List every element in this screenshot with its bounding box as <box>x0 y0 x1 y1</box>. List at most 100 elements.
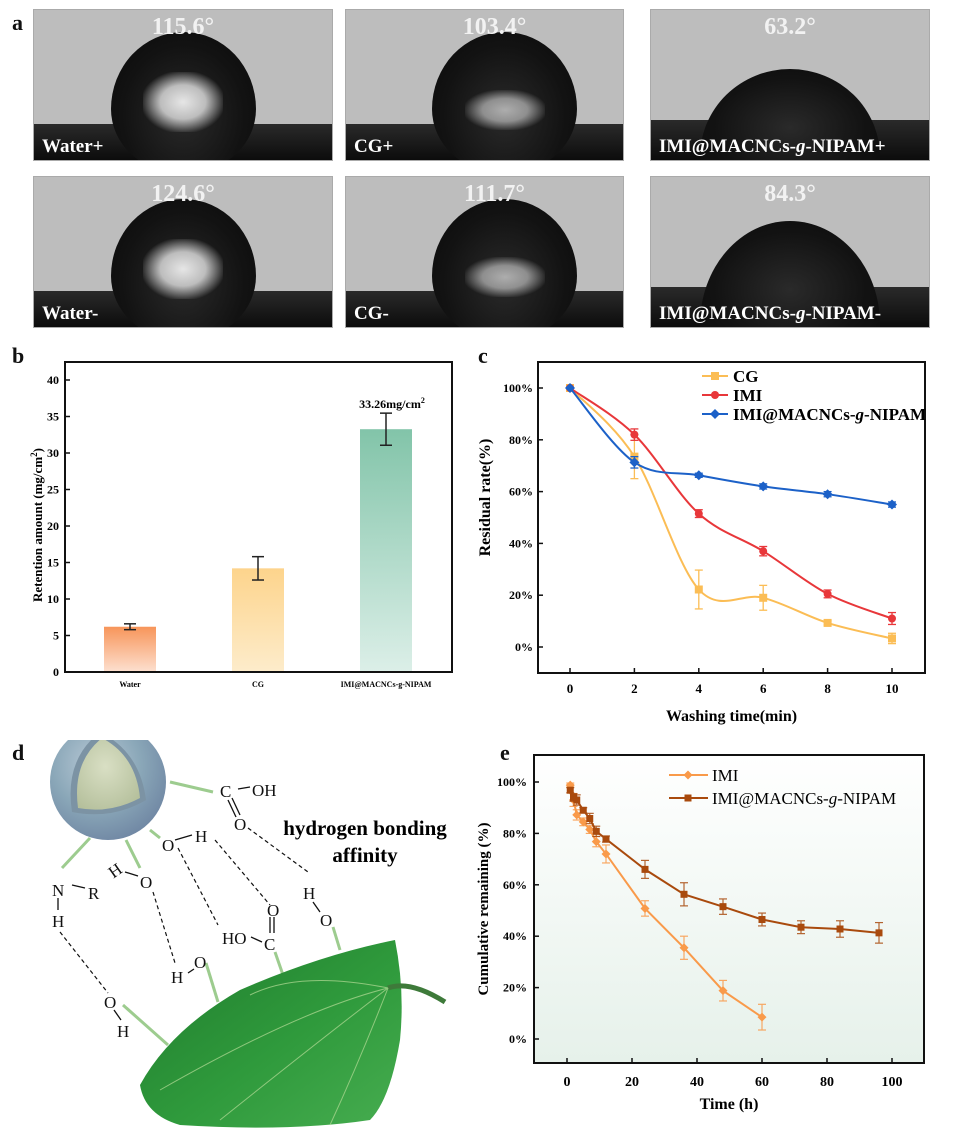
chemical-groups: C OH O O H N R H H O O C HO H O H O O H <box>52 781 332 1041</box>
x-tick-label: 20 <box>625 1075 639 1090</box>
data-point <box>719 903 727 911</box>
bar-imimacncsgnipam <box>360 429 412 672</box>
contact-angle-photo: 84.3° IMI@MACNCs-g-NIPAM- <box>650 176 930 328</box>
chem-c-top: C <box>220 782 231 801</box>
data-point <box>573 796 581 804</box>
y-tick-label: 5 <box>53 629 59 643</box>
series-imimacncsgnipam <box>566 786 883 944</box>
x-tick-label: 40 <box>690 1075 704 1090</box>
y-tick-label: 80% <box>503 826 527 840</box>
x-tick-label: 4 <box>696 681 703 696</box>
data-point <box>711 372 719 380</box>
data-point <box>757 1012 767 1022</box>
data-point <box>578 817 588 827</box>
panel-b-letter: b <box>12 343 25 368</box>
contact-angle-photo: 124.6° Water- <box>33 176 333 328</box>
chem-ho-carbonyl: HO <box>222 929 247 948</box>
droplet-reflection <box>464 90 545 130</box>
bar-cg <box>232 568 284 672</box>
contact-angle-value: 111.7° <box>464 181 525 207</box>
contact-angle-value: 103.4° <box>462 14 527 40</box>
chem-h-mid: H <box>195 827 207 846</box>
data-point <box>602 835 610 843</box>
x-tick-label: 6 <box>760 681 767 696</box>
leaf-image <box>140 940 447 1128</box>
data-point <box>710 409 720 419</box>
series-imi <box>565 780 767 1031</box>
y-tick-label: 40% <box>509 536 533 550</box>
chem-r: R <box>88 884 100 903</box>
y-tick-label: 15 <box>47 556 59 570</box>
x-tick-label: 8 <box>824 681 831 696</box>
x-tick-label: Water <box>119 680 141 689</box>
contact-angle-photo: 115.6° Water+ <box>33 9 333 161</box>
chem-o-leaf: O <box>194 953 206 972</box>
data-point <box>823 589 832 598</box>
data-point <box>888 634 896 643</box>
legend-item: IMI <box>669 766 739 785</box>
y-tick-label: 40 <box>47 373 59 387</box>
panel-a-letter: a <box>12 10 23 35</box>
y-tick-label: 60% <box>503 878 527 892</box>
nanoparticle-sphere <box>50 740 166 840</box>
y-tick-label: 80% <box>509 433 533 447</box>
y-tick-label: 0% <box>515 640 533 654</box>
data-point <box>888 614 896 623</box>
bond-lines <box>60 780 342 1047</box>
data-point <box>591 837 601 847</box>
data-point <box>758 915 766 923</box>
chem-h-n: H <box>52 912 64 931</box>
bar-value-annotation: 33.26mg/cm2 <box>359 396 425 411</box>
chem-h-bottom: H <box>117 1022 129 1041</box>
error-bar <box>380 412 392 447</box>
data-point <box>758 481 769 492</box>
data-point <box>566 786 574 794</box>
data-point <box>630 430 639 439</box>
y-tick-label: 20% <box>503 981 527 995</box>
y-tick-label: 10 <box>47 592 59 606</box>
x-axis-label: Time (h) <box>700 1096 759 1113</box>
chem-n: N <box>52 881 64 900</box>
contact-angle-value: 115.6° <box>151 14 215 40</box>
legend-item: IMI@MACNCs-g-NIPAM <box>702 405 926 424</box>
x-axis-label: Washing time(min) <box>666 708 797 725</box>
data-point <box>694 585 703 594</box>
data-point <box>875 929 883 937</box>
chem-o-oh: O <box>140 873 152 892</box>
droplet-reflection <box>143 72 223 132</box>
contact-angle-photo: 63.2° IMI@MACNCs-g-NIPAM+ <box>650 9 930 161</box>
sample-label: Water+ <box>42 136 104 157</box>
data-point <box>629 457 640 468</box>
hydrogen-bond-dashes <box>59 827 309 994</box>
x-tick-label: 0 <box>564 1075 571 1090</box>
chem-o-top: O <box>234 815 246 834</box>
x-tick-label: 100 <box>882 1075 903 1090</box>
x-tick-label: IMI@MACNCs-g-NIPAM <box>341 680 432 689</box>
contact-angle-photo: 103.4° CG+ <box>345 9 624 161</box>
sample-label: Water- <box>42 303 99 324</box>
sample-label: CG+ <box>354 136 394 157</box>
data-point <box>836 925 844 933</box>
data-point <box>759 593 768 602</box>
y-tick-label: 60% <box>509 485 533 499</box>
panel-d-letter: d <box>12 740 25 765</box>
sample-label: CG- <box>354 303 389 324</box>
y-axis-label: Residual rate(%) <box>477 439 494 557</box>
data-point <box>640 903 650 913</box>
data-point <box>822 489 833 500</box>
data-point <box>823 618 832 627</box>
droplet-reflection <box>464 257 545 297</box>
cumulative-remaining-line-chart: 0 20 40 60 80 100 0% 20% 40% 60% 80% 100% Time (h) Cu… <box>476 754 925 1113</box>
series-line <box>569 387 893 620</box>
y-tick-label: 100% <box>497 775 527 789</box>
chem-c-carbonyl: C <box>264 935 275 954</box>
y-tick-label: 0% <box>509 1032 527 1046</box>
residual-rate-line-chart: 0 2 4 6 8 100%20%40%60%80%100%Washing time(mi… <box>477 361 926 725</box>
contact-angle-photo: 111.7° CG- <box>345 176 624 328</box>
data-point <box>579 806 587 814</box>
chem-h-right: H <box>303 884 315 903</box>
data-point <box>641 865 649 873</box>
panel-e-letter: e <box>500 740 510 765</box>
droplet-reflection <box>143 239 223 299</box>
data-point <box>887 499 897 510</box>
